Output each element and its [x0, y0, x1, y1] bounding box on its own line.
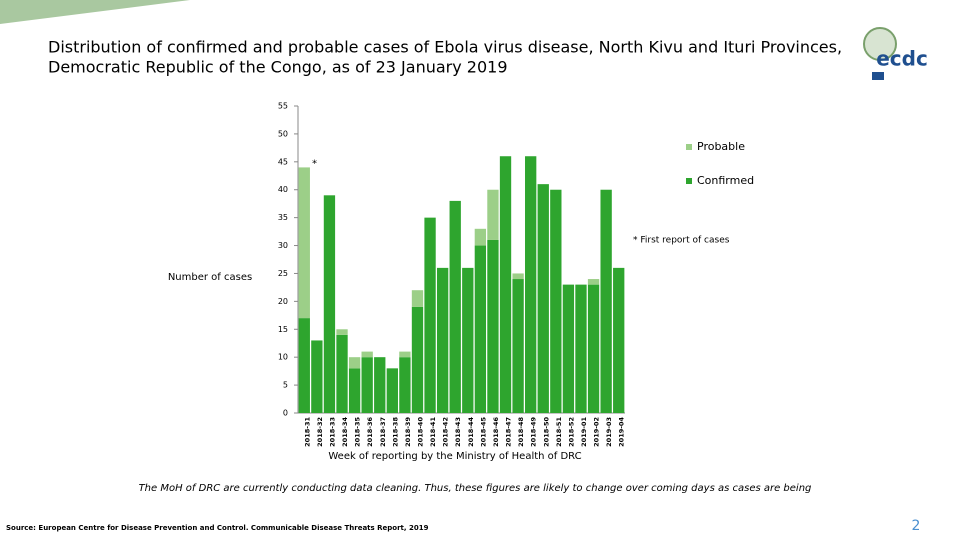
bar-segment: [474, 245, 487, 413]
y-tick-label: 10: [278, 353, 288, 362]
y-tick-label: 55: [278, 102, 288, 111]
y-tick-label: 25: [278, 269, 288, 278]
x-tick-label: 2019-02: [593, 417, 601, 447]
x-tick-label: 2018-36: [366, 417, 374, 447]
bar-segment: [361, 357, 373, 413]
bar-segment: [600, 189, 612, 413]
logo-globe: [863, 27, 897, 61]
bar-segment: [311, 340, 323, 413]
chart-title-line: Democratic Republic of the Congo, as of …: [48, 58, 508, 77]
bar-segment: [424, 217, 436, 413]
bar-segment: [298, 167, 310, 319]
bar-segment: [323, 195, 336, 413]
bar-segment: [587, 279, 600, 285]
bar-segment: [474, 228, 487, 246]
bar-segment: [512, 279, 524, 413]
x-tick-label: 2018-45: [479, 417, 487, 447]
x-tick-label: 2018-44: [467, 417, 475, 447]
bar-segment: [562, 284, 575, 413]
y-tick-label: 0: [283, 409, 288, 418]
x-tick-label: 2018-49: [530, 417, 538, 447]
x-tick-label: 2018-31: [303, 417, 311, 447]
bar-segment: [487, 189, 499, 240]
bar-segment: [411, 290, 424, 307]
bar-segment: [374, 357, 386, 413]
x-tick-label: 2019-03: [605, 417, 613, 447]
bar-segment: [499, 156, 512, 413]
x-tick-label: 2018-50: [542, 417, 550, 447]
bar-segment: [336, 334, 348, 413]
x-tick-label: 2018-35: [354, 417, 362, 447]
bar-segment: [298, 318, 310, 413]
x-tick-label: 2018-46: [492, 417, 500, 447]
x-tick-label: 2019-01: [580, 417, 588, 447]
bar-segment: [587, 284, 600, 413]
bar-segment: [348, 368, 361, 413]
bar-segment: [613, 267, 625, 413]
first-report-marker: *: [312, 158, 317, 169]
x-tick-label: 2018-34: [341, 417, 349, 447]
x-tick-label: 2018-52: [567, 417, 575, 447]
bar-segment: [525, 156, 537, 413]
x-tick-label: 2018-43: [454, 417, 462, 447]
bar-segment: [399, 357, 411, 413]
y-tick-label: 50: [278, 129, 288, 138]
note: The MoH of DRC are currently conducting …: [139, 483, 812, 494]
source: Source: European Centre for Disease Prev…: [6, 524, 429, 532]
bar-segment: [436, 267, 449, 413]
y-tick-label: 5: [283, 381, 288, 390]
legend-label: Probable: [697, 140, 745, 153]
legend-swatch: [686, 178, 692, 184]
logo-text: ecdc: [876, 47, 928, 71]
legend-label: Confirmed: [697, 174, 754, 187]
decor-stripe: [0, 0, 190, 24]
bar-segment: [487, 239, 499, 413]
bar-segment: [386, 368, 398, 413]
chart-title-line: Distribution of confirmed and probable c…: [48, 38, 842, 57]
x-tick-label: 2018-48: [517, 417, 525, 447]
x-tick-label: 2018-33: [328, 417, 336, 447]
x-tick-label: 2018-47: [505, 417, 513, 447]
bar-segment: [449, 200, 461, 413]
x-tick-label: 2018-41: [429, 417, 437, 447]
bar-segment: [361, 351, 373, 358]
x-tick-label: 2018-51: [555, 417, 563, 447]
x-tick-label: 2019-04: [618, 417, 626, 447]
x-tick-label: 2018-38: [391, 417, 399, 447]
legend-swatch: [686, 144, 692, 150]
bar-segment: [348, 357, 361, 369]
y-tick-label: 30: [278, 241, 288, 250]
x-axis-label: Week of reporting by the Ministry of Hea…: [328, 451, 581, 462]
x-tick-label: 2018-39: [404, 417, 412, 447]
footnote: * First report of cases: [633, 236, 730, 246]
x-tick-label: 2018-32: [316, 417, 324, 447]
y-tick-label: 35: [278, 213, 288, 222]
bar-segment: [399, 351, 411, 358]
y-tick-label: 45: [278, 157, 288, 166]
logo-flag: [872, 72, 884, 80]
x-tick-label: 2018-42: [442, 417, 450, 447]
y-axis-label: Number of cases: [168, 272, 252, 283]
y-tick-label: 40: [278, 185, 288, 194]
bar-segment: [550, 189, 562, 413]
page-number: 2: [912, 518, 921, 534]
y-tick-label: 20: [278, 297, 288, 306]
x-tick-label: 2018-40: [416, 417, 424, 447]
bar-segment: [537, 184, 549, 413]
y-tick-label: 15: [278, 325, 288, 334]
bar-segment: [336, 329, 348, 335]
bar-segment: [512, 273, 524, 280]
bar-segment: [575, 284, 587, 413]
bar-segment: [462, 267, 474, 413]
x-tick-label: 2018-37: [379, 417, 387, 447]
bar-segment: [411, 306, 424, 413]
logo: ecdc: [863, 27, 928, 80]
